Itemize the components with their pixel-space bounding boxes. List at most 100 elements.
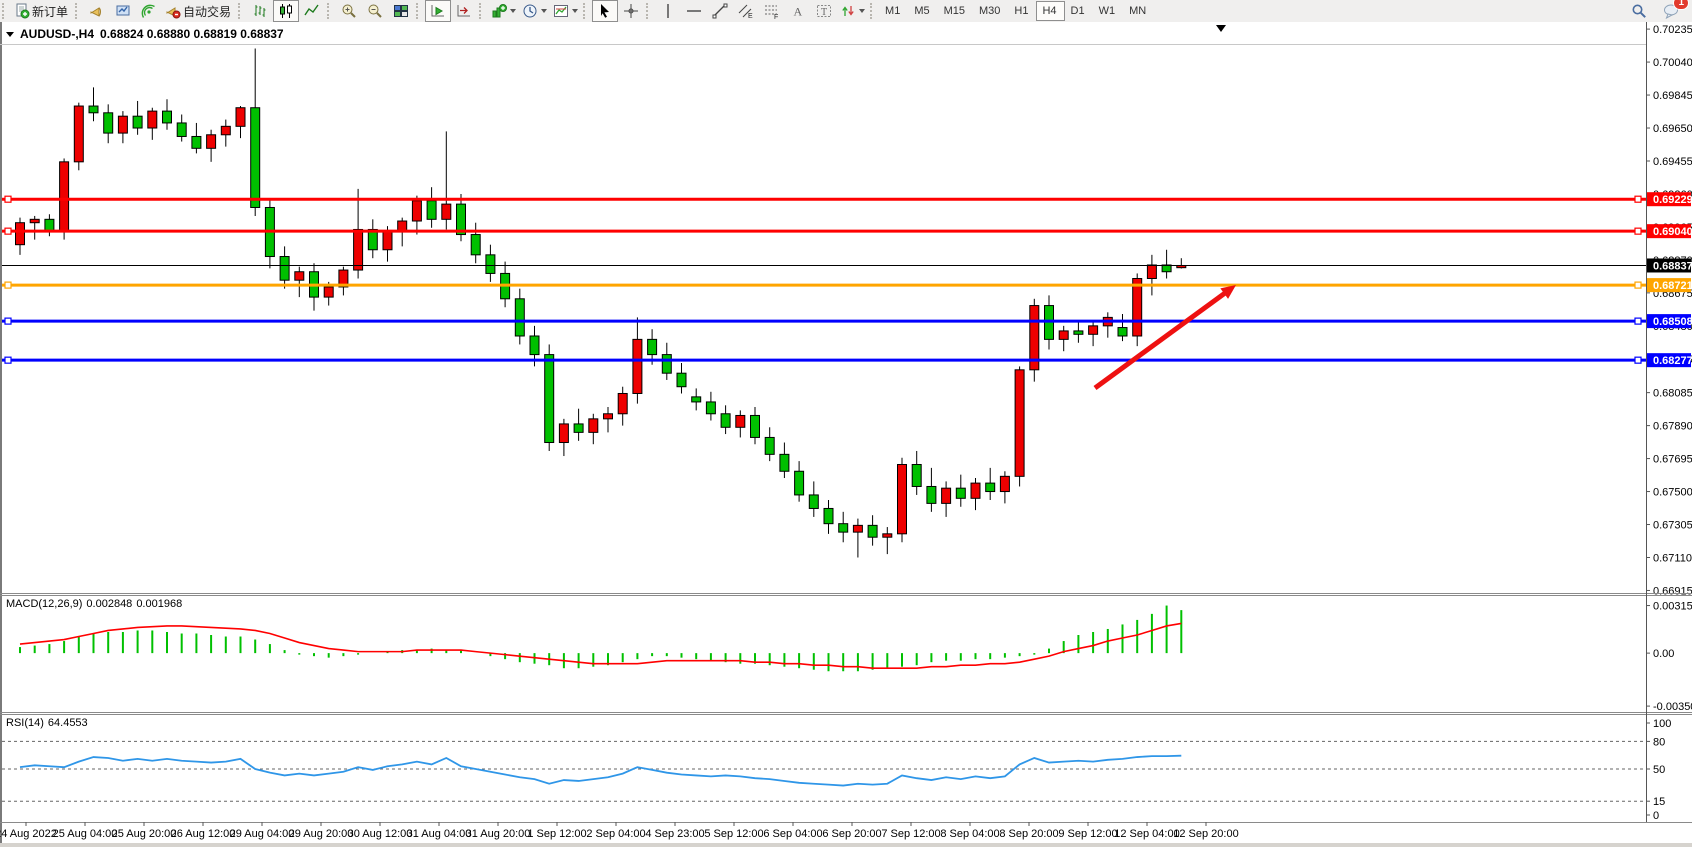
price-tick-label: 0.67890 — [1653, 421, 1692, 433]
arrows-shapes-button[interactable] — [837, 0, 868, 22]
zoomout-icon — [367, 3, 383, 19]
notifications-button[interactable]: 1 — [1658, 0, 1689, 22]
line-chart-button[interactable] — [299, 0, 325, 22]
line-handle[interactable] — [4, 356, 12, 364]
signals-button[interactable] — [136, 0, 162, 22]
templates-button[interactable] — [550, 0, 581, 22]
time-tick-label: 12 Sep 20:00 — [1173, 828, 1238, 840]
toolbar-separator — [479, 3, 486, 19]
bull-candle — [941, 487, 952, 504]
bear-candle — [720, 413, 731, 428]
timeframe-m5-button[interactable]: M5 — [908, 1, 937, 21]
chart-shift-button[interactable] — [451, 0, 477, 22]
price-badge — [1647, 353, 1691, 368]
indicators-button[interactable] — [488, 0, 519, 22]
trend-arrow[interactable] — [1093, 287, 1232, 391]
zoomin-icon — [341, 3, 357, 19]
horizontal-line-button[interactable] — [681, 0, 707, 22]
timeframe-m30-button[interactable]: M30 — [973, 1, 1008, 21]
timeframe-h4-label: H4 — [1042, 5, 1057, 17]
timeframe-w1-label: W1 — [1098, 5, 1116, 17]
line-handle[interactable] — [4, 227, 12, 235]
trendline-button[interactable] — [707, 0, 733, 22]
crosshair-button[interactable] — [618, 0, 644, 22]
bear-candle — [808, 494, 819, 509]
price-badge-label: 0.68837 — [1653, 260, 1692, 272]
timeframe-w1-button[interactable]: W1 — [1093, 1, 1124, 21]
timeframe-m15-button[interactable]: M15 — [938, 1, 973, 21]
time-tick-label: 25 Aug 04:00 — [53, 828, 118, 840]
toolbar-separator — [870, 3, 877, 19]
candlestick-chart-button[interactable] — [273, 0, 300, 22]
macd-signal-line — [19, 622, 1182, 670]
timeframe-d1-button[interactable]: D1 — [1065, 1, 1093, 21]
new-order-icon — [14, 3, 30, 19]
window-left-edge — [0, 22, 2, 847]
macd-pane: 0.003151 0.00 -0.003509 — [19, 601, 1692, 713]
alerts-button[interactable] — [84, 0, 110, 22]
line-handle[interactable] — [1634, 356, 1642, 364]
toolbar-separator — [583, 3, 590, 19]
time-tick-label: 5 Sep 12:00 — [704, 828, 763, 840]
chevron-down-icon[interactable] — [541, 9, 548, 13]
timeframe-m5-label: M5 — [914, 5, 930, 17]
line-handle[interactable] — [4, 195, 12, 203]
price-chart[interactable]: 0.70235 0.70040 0.69845 0.69650 0.69455 0.692… — [0, 22, 1692, 847]
auto-scroll-button[interactable] — [425, 0, 452, 22]
timeframe-mn-button[interactable]: MN — [1123, 1, 1154, 21]
price-tick-label: 0.70235 — [1653, 24, 1692, 36]
bull-candle — [73, 105, 84, 163]
candles-icon — [278, 3, 294, 19]
chart-window[interactable]: 0.70235 0.70040 0.69845 0.69650 0.69455 0.692… — [0, 22, 1692, 847]
fibonacci-button[interactable]: F — [759, 0, 785, 22]
chevron-down-icon[interactable] — [859, 9, 866, 13]
bear-candle — [985, 482, 996, 493]
tile-windows-button[interactable] — [388, 0, 414, 22]
new-order-button[interactable]: 新订单 — [11, 0, 73, 22]
chart-menu-icon[interactable] — [6, 31, 14, 37]
macd-name: MACD(12,26,9) — [6, 598, 83, 610]
timeframe-m1-button[interactable]: M1 — [879, 1, 908, 21]
vertical-line-button[interactable] — [655, 0, 681, 22]
bear-candle — [573, 423, 584, 433]
equidistant-channel-button[interactable]: E — [733, 0, 759, 22]
line-handle[interactable] — [1634, 317, 1642, 325]
line-handle[interactable] — [1634, 281, 1642, 289]
search-button[interactable] — [1626, 0, 1652, 22]
timeframe-h1-button[interactable]: H1 — [1008, 1, 1036, 21]
time-tick-label: 30 Aug 12:00 — [348, 828, 413, 840]
line-handle[interactable] — [1634, 195, 1642, 203]
toolbar-separator — [238, 3, 245, 19]
bear-candle — [470, 234, 481, 256]
chevron-down-icon[interactable] — [510, 9, 517, 13]
price-badge — [1647, 258, 1691, 273]
bear-candle — [485, 254, 496, 274]
bar-chart-button[interactable] — [247, 0, 273, 22]
chart-shift-marker[interactable] — [1216, 25, 1226, 32]
cursor-button[interactable] — [592, 0, 619, 22]
time-tick-label: 6 Sep 20:00 — [822, 828, 881, 840]
zoom-in-button[interactable] — [336, 0, 362, 22]
timeframe-h4-button[interactable]: H4 — [1036, 1, 1065, 21]
line-handle[interactable] — [4, 281, 12, 289]
line-handle[interactable] — [1634, 227, 1642, 235]
bear-candle — [779, 453, 790, 472]
svg-text:A: A — [794, 5, 803, 19]
bear-candle — [176, 122, 187, 137]
periods-button[interactable] — [519, 0, 550, 22]
market-depth-button[interactable] — [110, 0, 136, 22]
chart-background — [0, 22, 1692, 847]
text-button[interactable]: A — [785, 0, 811, 22]
chevron-down-icon[interactable] — [572, 9, 579, 13]
zoom-out-button[interactable] — [362, 0, 388, 22]
rsi-line — [19, 754, 1182, 787]
bear-candle — [367, 228, 378, 251]
autotrading-button[interactable]: 自动交易 — [162, 0, 236, 22]
bear-candle — [911, 463, 922, 487]
timeframe-h1-label: H1 — [1014, 5, 1029, 17]
line-handle[interactable] — [4, 317, 12, 325]
trend-arrow-head[interactable] — [1220, 285, 1236, 299]
text-label-button[interactable]: T — [811, 0, 837, 22]
